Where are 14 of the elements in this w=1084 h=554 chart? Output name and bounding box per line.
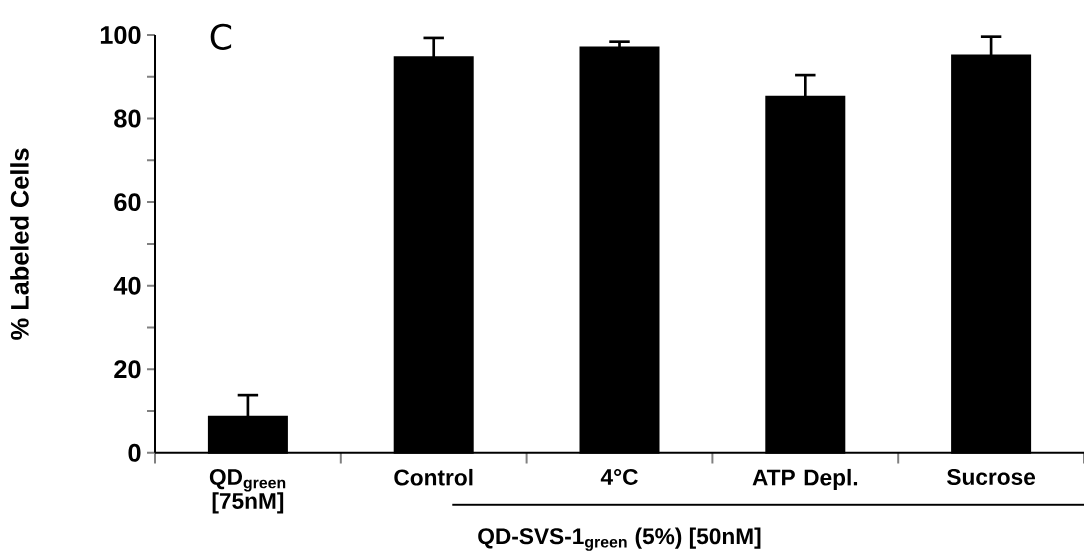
x-tick-label: 4°C bbox=[600, 468, 638, 485]
x-tick-label: Sucrose bbox=[947, 468, 1036, 485]
y-axis-title: % Labeled Cells bbox=[10, 148, 29, 340]
y-tick-label: 60 bbox=[114, 193, 141, 212]
x-tick-label: ATP Depl. bbox=[752, 468, 858, 491]
y-tick-label: 20 bbox=[114, 360, 141, 379]
y-tick-label: 80 bbox=[114, 109, 141, 128]
y-tick-label: 100 bbox=[100, 26, 141, 44]
x-tick-label: QD$_{green}$ [75nM] bbox=[209, 468, 286, 514]
y-tick-label: 40 bbox=[113, 276, 141, 295]
x-tick-label: Control bbox=[394, 468, 473, 486]
x-axis-title: QD-SVS-1$_{green}$ (5%) [50nM] bbox=[478, 527, 761, 551]
y-tick-label: 0 bbox=[128, 443, 141, 462]
annotation: C bbox=[210, 23, 232, 50]
